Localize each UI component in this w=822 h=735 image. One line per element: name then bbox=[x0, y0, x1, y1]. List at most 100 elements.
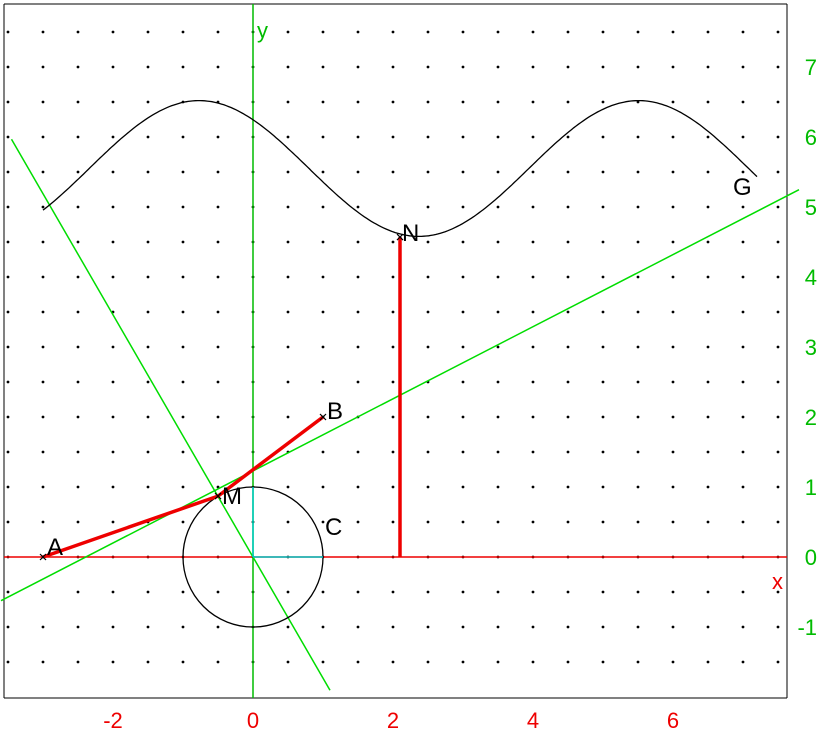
grid-dot bbox=[146, 65, 150, 69]
grid-dot bbox=[111, 205, 115, 209]
segment-mb[interactable] bbox=[216, 415, 325, 498]
grid-dot bbox=[776, 590, 780, 594]
grid-dot bbox=[566, 380, 570, 384]
grid-dot bbox=[321, 30, 325, 34]
grid-dot bbox=[321, 380, 325, 384]
grid-dot bbox=[636, 450, 640, 454]
y-tick-label: 3 bbox=[805, 335, 817, 360]
grid-dot bbox=[111, 415, 115, 419]
grid-dot bbox=[531, 100, 535, 104]
point-a-marker[interactable] bbox=[39, 553, 47, 561]
curve-g[interactable] bbox=[42, 99, 758, 238]
grid-dot bbox=[76, 590, 80, 594]
grid-dot bbox=[41, 625, 45, 629]
grid-dot bbox=[111, 100, 115, 104]
grid-dot bbox=[391, 660, 395, 664]
grid-dot bbox=[146, 310, 150, 314]
grid-dot bbox=[706, 30, 710, 34]
grid-dot bbox=[356, 170, 360, 174]
grid-dot bbox=[181, 485, 185, 489]
y-tick-label: 4 bbox=[805, 265, 817, 290]
grid-dot bbox=[461, 415, 465, 419]
point-n-marker[interactable] bbox=[396, 233, 404, 241]
grid-dot bbox=[706, 415, 710, 419]
grid-dot bbox=[566, 275, 570, 279]
grid-dot bbox=[461, 275, 465, 279]
grid-dot bbox=[601, 30, 605, 34]
grid-dot bbox=[146, 205, 150, 209]
grid-dot bbox=[41, 205, 45, 209]
grid-dot bbox=[216, 590, 220, 594]
grid-dot bbox=[6, 660, 10, 664]
grid-dot bbox=[531, 240, 535, 244]
grid-dot bbox=[566, 100, 570, 104]
grid-dot bbox=[496, 240, 500, 244]
grid-dot bbox=[671, 625, 675, 629]
grid-dot bbox=[461, 310, 465, 314]
grid-dot bbox=[741, 275, 745, 279]
grid-dot bbox=[496, 450, 500, 454]
grid-dot bbox=[216, 415, 220, 419]
grid-dot bbox=[286, 170, 290, 174]
grid-dot bbox=[391, 590, 395, 594]
grid-dot bbox=[181, 590, 185, 594]
x-tick-labels: -2 0 2 4 6 bbox=[103, 708, 679, 733]
grid-dot bbox=[41, 520, 45, 524]
grid-dot bbox=[286, 275, 290, 279]
grid-dot bbox=[321, 660, 325, 664]
grid-dot bbox=[496, 485, 500, 489]
grid-dot bbox=[461, 660, 465, 664]
grid-dot bbox=[601, 415, 605, 419]
grid-dot bbox=[321, 590, 325, 594]
steep-line[interactable] bbox=[10, 138, 331, 691]
grid-dot bbox=[461, 65, 465, 69]
grid-dot bbox=[636, 135, 640, 139]
grid-dot bbox=[671, 310, 675, 314]
grid-dot bbox=[146, 30, 150, 34]
grid-dot bbox=[636, 660, 640, 664]
grid-dot bbox=[391, 135, 395, 139]
curve-g-label: G bbox=[733, 174, 752, 201]
grid-dot bbox=[426, 450, 430, 454]
grid-dot bbox=[671, 590, 675, 594]
grid-dot bbox=[461, 590, 465, 594]
grid-dot bbox=[531, 520, 535, 524]
grid-dot bbox=[566, 170, 570, 174]
grid-dot bbox=[181, 450, 185, 454]
grid-dot bbox=[461, 205, 465, 209]
grid-dot bbox=[181, 625, 185, 629]
grid-dot bbox=[391, 65, 395, 69]
grid-dot bbox=[111, 30, 115, 34]
grid-dot bbox=[146, 415, 150, 419]
grid-dot bbox=[741, 205, 745, 209]
grid-dot bbox=[776, 380, 780, 384]
grid-dot bbox=[461, 100, 465, 104]
grid-dot bbox=[426, 310, 430, 314]
point-m-marker[interactable] bbox=[214, 492, 222, 500]
grid-dot bbox=[356, 520, 360, 524]
grid-dot bbox=[671, 205, 675, 209]
grid-dot bbox=[321, 625, 325, 629]
grid-dot bbox=[671, 485, 675, 489]
grid-dot bbox=[41, 345, 45, 349]
grid-dot bbox=[426, 345, 430, 349]
grid-dot bbox=[356, 240, 360, 244]
grid-dot bbox=[566, 30, 570, 34]
grid-dot bbox=[601, 240, 605, 244]
grid-dot bbox=[146, 135, 150, 139]
grid-dot bbox=[146, 660, 150, 664]
point-b-marker[interactable] bbox=[319, 413, 327, 421]
grid-dot bbox=[216, 520, 220, 524]
segment-am[interactable] bbox=[42, 494, 219, 559]
grid-dot bbox=[321, 205, 325, 209]
grid-dot bbox=[41, 485, 45, 489]
grid-dot bbox=[6, 520, 10, 524]
grid-dot bbox=[181, 415, 185, 419]
grid-dot bbox=[776, 415, 780, 419]
grid-dot bbox=[776, 625, 780, 629]
grid-dot bbox=[496, 590, 500, 594]
grid-dot bbox=[636, 275, 640, 279]
grid-dot bbox=[321, 240, 325, 244]
marker-stroke bbox=[214, 492, 222, 500]
